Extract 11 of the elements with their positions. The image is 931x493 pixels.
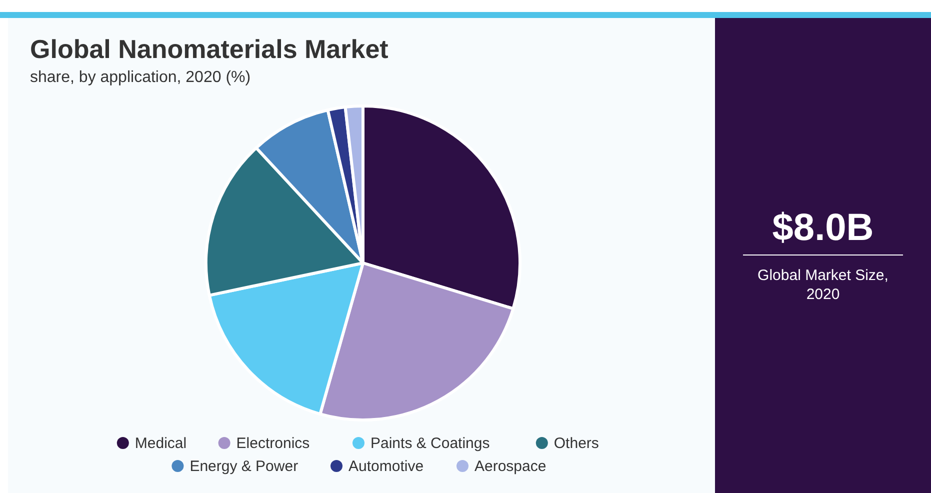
chart-subtitle: share, by application, 2020 (%) bbox=[30, 69, 251, 86]
legend-label: Medical bbox=[134, 435, 187, 452]
legend-label: Paints & Coatings bbox=[370, 435, 490, 452]
legend-label: Aerospace bbox=[474, 458, 546, 475]
legend-label: Automotive bbox=[348, 458, 424, 475]
text: Global Market Size, 2020 bbox=[758, 267, 888, 303]
text: $8.0B bbox=[772, 207, 874, 249]
chart-title: Global Nanomaterials Market bbox=[30, 34, 389, 64]
legend-label: Others bbox=[554, 435, 599, 452]
legend-label: Energy & Power bbox=[190, 458, 298, 475]
legend-label: Electronics bbox=[236, 435, 310, 452]
